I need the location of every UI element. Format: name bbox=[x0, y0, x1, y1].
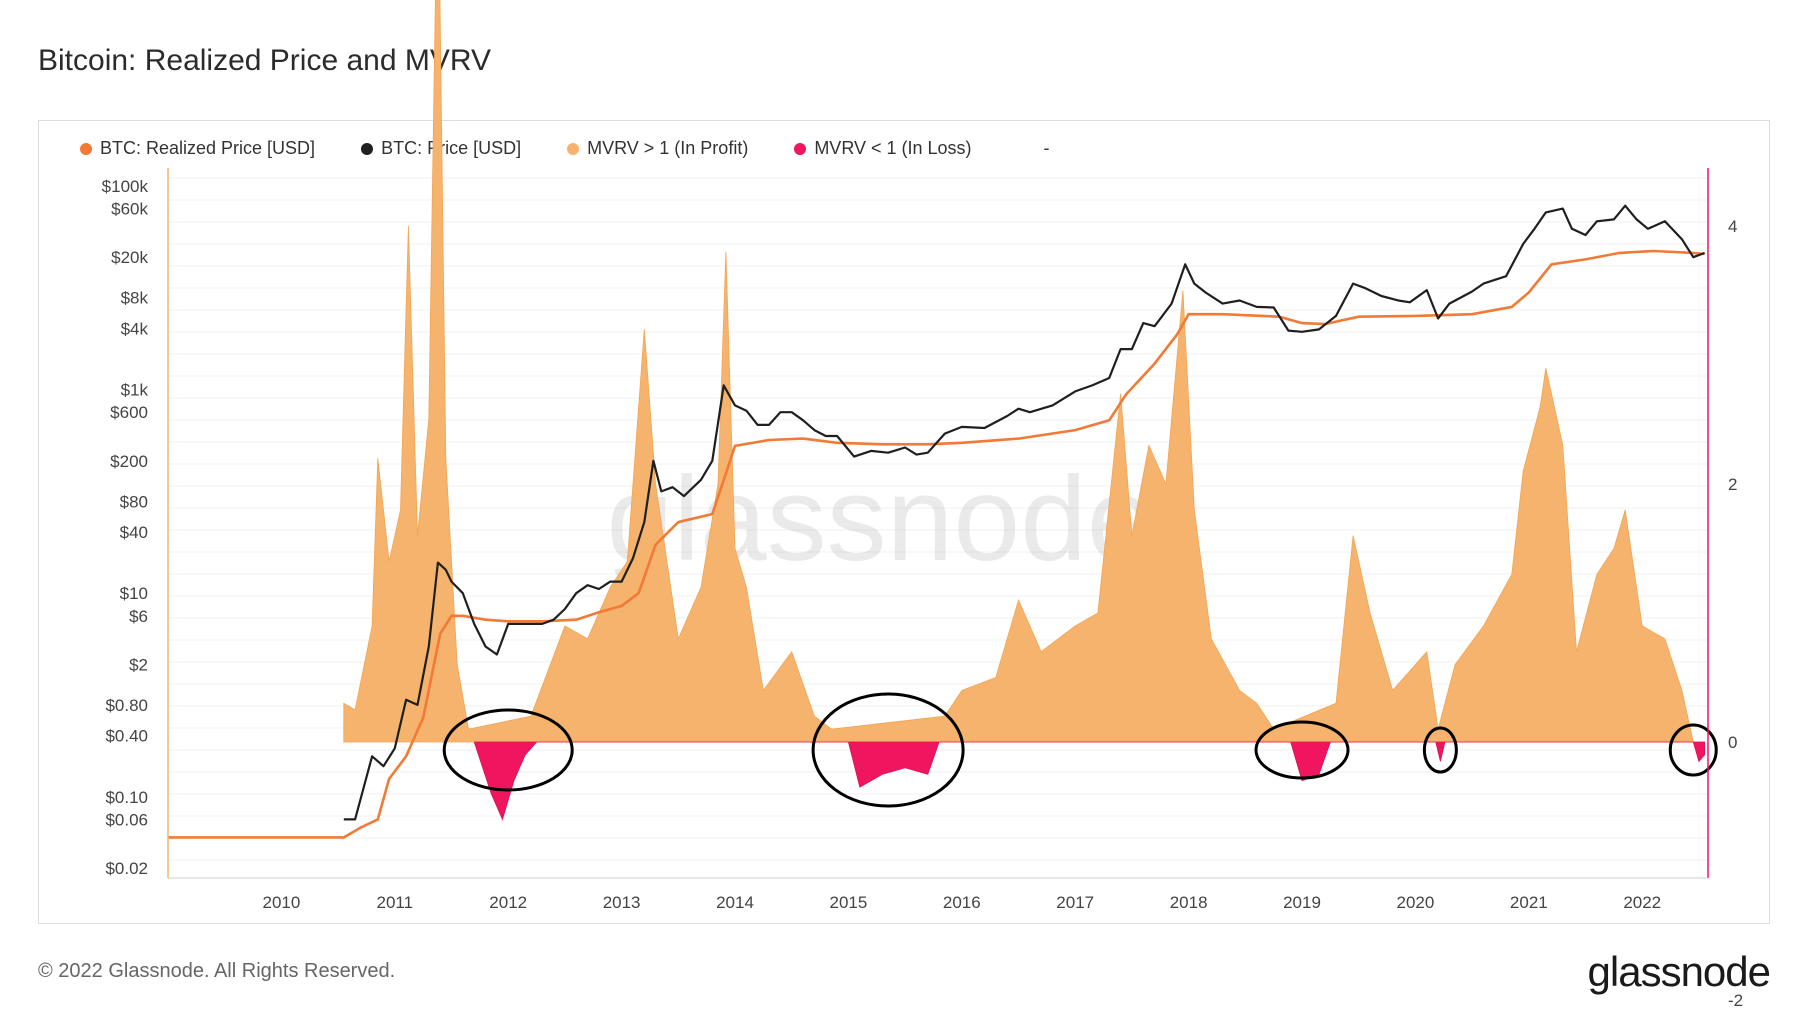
y-axis-left: $100k $60k $20k $8k $4k $1k $600 $200 $80 $40 $10 $… bbox=[102, 177, 149, 878]
legend-dot-realized-price bbox=[80, 142, 92, 155]
x-tick-label: 2021 bbox=[1510, 893, 1548, 912]
legend-dot-price bbox=[361, 142, 374, 155]
y-left-tick-label: $40 bbox=[120, 523, 148, 542]
watermark: glassnode bbox=[606, 452, 1153, 586]
y-left-tick-label: $6 bbox=[129, 607, 148, 626]
annotation-ellipse bbox=[811, 692, 965, 808]
x-tick-label: 2014 bbox=[716, 893, 754, 912]
mvrv-profit-area-path bbox=[343, 0, 1694, 743]
y-left-tick-label: $1k bbox=[121, 381, 149, 400]
legend-label: BTC: Price [USD] bbox=[381, 138, 522, 158]
x-tick-label: 2022 bbox=[1623, 893, 1661, 912]
annotation-ellipse bbox=[1668, 723, 1718, 777]
x-tick-label: 2013 bbox=[603, 893, 641, 912]
y-left-tick-label: $0.40 bbox=[105, 727, 148, 746]
y-right-tick-label: 0 bbox=[1728, 733, 1737, 752]
mvrv-loss-area-path bbox=[473, 741, 1705, 821]
copyright-text: © 2022 Glassnode. All Rights Reserved. bbox=[38, 960, 396, 982]
legend-label: MVRV > 1 (In Profit) bbox=[587, 138, 749, 158]
legend: BTC: Realized Price [USD] BTC: Price [US… bbox=[80, 138, 1050, 159]
y-left-tick-label: $200 bbox=[110, 452, 148, 471]
y-right-tick-label: -2 bbox=[1728, 991, 1743, 1010]
axes bbox=[167, 168, 1709, 879]
mvrv-profit-area bbox=[343, 0, 1694, 743]
annotation-ellipse bbox=[1254, 720, 1350, 780]
price-lines bbox=[168, 204, 1705, 839]
y-left-tick-label: $80 bbox=[120, 492, 148, 511]
annotation-ellipse bbox=[1422, 726, 1458, 774]
y-axis-right: 86420-2 bbox=[1728, 217, 1743, 1010]
y-right-tick-label: 2 bbox=[1728, 475, 1737, 494]
y-left-tick-label: $0.06 bbox=[105, 810, 148, 829]
legend-dot-mvrv-loss bbox=[794, 142, 807, 155]
legend-label: BTC: Realized Price [USD] bbox=[100, 138, 316, 158]
brand-logo[interactable]: glassnode bbox=[1587, 948, 1771, 995]
price-line bbox=[343, 204, 1705, 821]
legend-item-mvrv-loss[interactable]: MVRV < 1 (In Loss) bbox=[794, 138, 972, 159]
legend-label: MVRV < 1 (In Loss) bbox=[814, 138, 972, 158]
mvrv-loss-area bbox=[473, 741, 1705, 821]
y-left-tick-label: $2 bbox=[129, 655, 148, 674]
annotations bbox=[442, 692, 1718, 808]
legend-item-realized-price[interactable]: BTC: Realized Price [USD] bbox=[80, 138, 315, 159]
y-left-tick-label: $0.02 bbox=[105, 859, 148, 878]
legend-dot-mvrv-profit bbox=[567, 142, 580, 155]
x-tick-label: 2012 bbox=[489, 893, 527, 912]
annotation-ellipse bbox=[442, 708, 574, 792]
y-left-tick-label: $0.10 bbox=[105, 788, 148, 807]
y-left-tick-label: $60k bbox=[111, 200, 148, 219]
x-tick-label: 2011 bbox=[377, 893, 414, 912]
y-left-tick-label: $20k bbox=[111, 248, 148, 267]
x-tick-label: 2017 bbox=[1056, 893, 1094, 912]
realized-price-line bbox=[168, 249, 1705, 839]
chart-panel bbox=[38, 120, 1770, 924]
x-tick-label: 2020 bbox=[1397, 893, 1435, 912]
x-tick-label: 2019 bbox=[1283, 893, 1321, 912]
x-tick-label: 2018 bbox=[1170, 893, 1208, 912]
legend-extra: - bbox=[1043, 138, 1050, 158]
y-right-tick-label: 4 bbox=[1728, 217, 1737, 236]
legend-item-mvrv-profit[interactable]: MVRV > 1 (In Profit) bbox=[567, 138, 748, 159]
y-left-tick-label: $8k bbox=[121, 289, 149, 308]
y-left-tick-label: $0.80 bbox=[105, 696, 148, 715]
x-tick-label: 2016 bbox=[943, 893, 981, 912]
y-left-tick-label: $600 bbox=[110, 403, 148, 422]
chart-title: Bitcoin: Realized Price and MVRV bbox=[38, 44, 491, 77]
y-left-tick-label: $4k bbox=[121, 319, 149, 338]
x-tick-label: 2010 bbox=[262, 893, 300, 912]
y-left-tick-label: $100k bbox=[102, 177, 149, 196]
y-left-tick-label: $10 bbox=[120, 584, 148, 603]
x-tick-label: 2015 bbox=[829, 893, 867, 912]
x-axis: 2010 2011 2012 2013 2014 2015 2016 2017 2018 2019… bbox=[262, 893, 1661, 912]
legend-item-price[interactable]: BTC: Price [USD] bbox=[361, 138, 521, 159]
